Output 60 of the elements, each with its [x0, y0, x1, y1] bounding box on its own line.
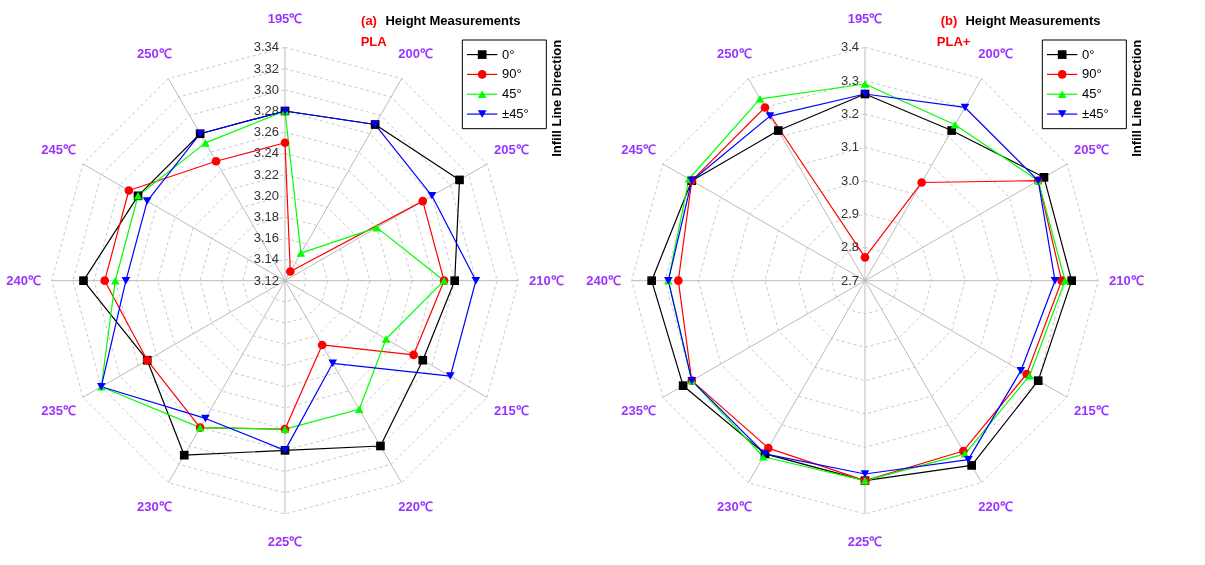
legend-label: 45° — [502, 86, 522, 102]
y-tick-label: 3.1 — [840, 139, 859, 155]
y-tick-label: 3.30 — [253, 81, 279, 97]
y-tick-label: 2.7 — [840, 272, 859, 288]
spoke-label: 200℃ — [978, 46, 1014, 62]
spoke-label: 230℃ — [716, 498, 752, 514]
y-tick-label: 3.34 — [253, 39, 279, 55]
y-tick-label: 3.3 — [840, 72, 859, 88]
spoke-label: 240℃ — [6, 272, 42, 288]
spoke-label: 210℃ — [528, 272, 564, 288]
spoke-label: 235℃ — [41, 403, 77, 419]
spoke-label: 250℃ — [136, 46, 172, 62]
spoke-label: 205℃ — [493, 142, 529, 157]
y-tick-label: 3.14 — [253, 251, 279, 267]
spoke-label: 210℃ — [1108, 272, 1144, 288]
spoke-label: 225℃ — [267, 534, 303, 549]
y-tick-label: 3.12 — [253, 272, 279, 288]
legend-title: Infill Line Direction — [548, 39, 564, 157]
y-tick-label: 2.9 — [840, 206, 859, 221]
text: PLA+ — [936, 34, 971, 50]
spoke-label: 220℃ — [978, 498, 1014, 514]
y-tick-label: 3.16 — [253, 230, 279, 246]
y-tick-label: 3.24 — [253, 145, 279, 161]
chart-title: Height Measurements — [385, 13, 521, 29]
text: PLA — [360, 34, 388, 50]
text: (a) — [361, 13, 377, 29]
spoke-label: 220℃ — [398, 498, 434, 514]
y-tick-label: 3.18 — [253, 209, 279, 225]
spoke-label: 235℃ — [621, 403, 657, 419]
spoke-label: 215℃ — [1073, 403, 1109, 419]
spoke-label: 240℃ — [586, 272, 622, 288]
spoke-label: 225℃ — [847, 534, 883, 549]
legend-label: 90° — [502, 66, 522, 82]
spoke-label: 215℃ — [493, 403, 529, 419]
legend-label: 45° — [1082, 86, 1102, 102]
spoke-label: 195℃ — [267, 11, 303, 27]
legend-label: ±45° — [1082, 106, 1109, 122]
legend-title: Infill Line Direction — [1128, 39, 1144, 157]
spoke-label: 230℃ — [136, 498, 172, 514]
y-tick-label: 3.26 — [253, 124, 279, 140]
spoke-label: 205℃ — [1073, 142, 1109, 157]
y-tick-label: 3.22 — [253, 166, 279, 182]
legend-label: ±45° — [502, 106, 529, 122]
spoke-label: 245℃ — [41, 142, 77, 157]
y-tick-label: 3.2 — [840, 106, 859, 121]
y-tick-label: 3.32 — [253, 60, 279, 76]
y-tick-label: 2.8 — [840, 239, 859, 255]
spoke-label: 200℃ — [398, 46, 434, 62]
chart-title: Height Measurements — [965, 13, 1101, 29]
y-tick-label: 3.0 — [840, 172, 859, 188]
y-tick-label: 3.4 — [840, 39, 859, 55]
spoke-label: 245℃ — [621, 142, 657, 157]
legend-label: 0° — [1082, 46, 1095, 62]
spoke-label: 250℃ — [716, 46, 752, 62]
legend-label: 90° — [1082, 66, 1102, 82]
y-tick-label: 3.28 — [253, 102, 279, 118]
spoke-label: 195℃ — [847, 11, 883, 27]
text: (b) — [940, 13, 958, 29]
legend-label: 0° — [502, 46, 515, 62]
y-tick-label: 3.20 — [253, 187, 279, 203]
